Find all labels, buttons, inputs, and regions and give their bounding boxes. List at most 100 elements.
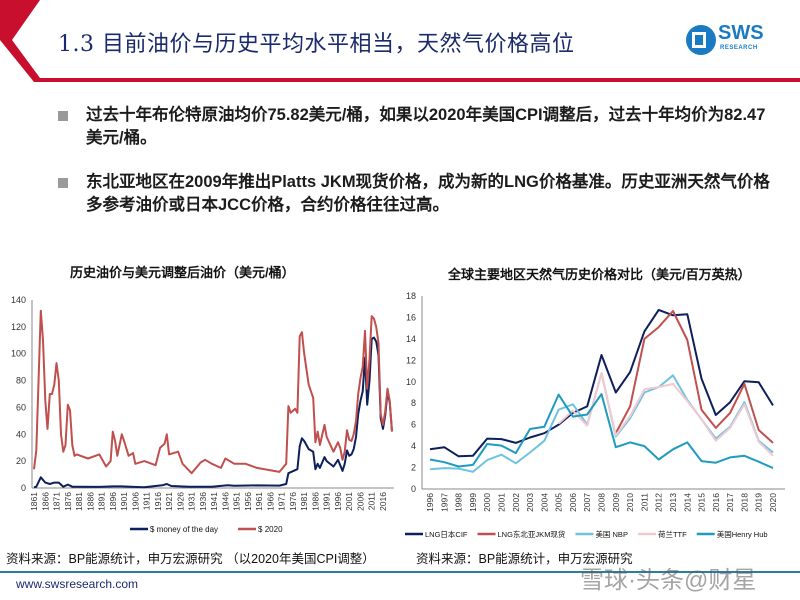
y-tick-label: 2 <box>411 463 416 473</box>
x-tick-label: 1951 <box>232 492 242 511</box>
legend-label: LNG东北亚JKM现货 <box>498 529 566 539</box>
x-tick-label: 1901 <box>119 492 129 511</box>
x-tick-label: 2003 <box>525 493 535 512</box>
x-tick-label: 1956 <box>243 492 253 511</box>
y-tick-label: 40 <box>16 429 26 439</box>
y-tick-label: 0 <box>411 484 416 494</box>
gas-price-chart: 0 2 4 6 8 10 12 14 16 18 1996 1997 1998 1999 2000 2001 2… <box>405 291 785 539</box>
series-line-4 <box>429 393 774 470</box>
x-tick-label: 1991 <box>322 492 332 511</box>
x-tick-label: 1966 <box>265 492 275 511</box>
oil-chart-title: 历史油价与美元调整后油价（美元/桶） <box>70 265 295 280</box>
x-tick-label: 2001 <box>496 493 506 512</box>
x-tick-label: 1871 <box>52 492 62 511</box>
x-tick-label: 1941 <box>209 492 219 511</box>
bullet-text: 东北亚地区在2009年推出Platts JKM现货价格，成为新的LNG价格基准。… <box>86 173 770 214</box>
legend-label: 荷兰TTF <box>658 529 687 539</box>
legend-label: LNG日本CIF <box>425 529 468 539</box>
footer-divider <box>0 571 800 573</box>
source-note-left: 资料来源：BP能源统计，申万宏源研究 （以2020年美国CPI调整） <box>6 552 375 566</box>
x-tick-label: 2013 <box>668 493 678 512</box>
logo-icon <box>686 25 716 55</box>
website-link[interactable]: www.swsresearch.com <box>16 577 139 591</box>
x-tick-label: 1971 <box>277 492 287 511</box>
y-tick-label: 16 <box>406 312 416 322</box>
x-tick-label: 1936 <box>198 492 208 511</box>
slide-header: 1.3 目前油价与历史平均水平相当，天然气价格高位 SWS RESEARCH <box>0 0 800 82</box>
legend-label: 美国 NBP <box>595 529 628 539</box>
x-tick-label: 2004 <box>539 493 549 512</box>
x-tick-label: 2014 <box>682 493 692 512</box>
sws-logo: SWS RESEARCH <box>686 22 776 58</box>
y-tick-label: 100 <box>11 349 26 359</box>
x-tick-label: 1896 <box>108 492 118 511</box>
x-tick-label: 2006 <box>568 493 578 512</box>
x-tick-label: 1961 <box>254 492 264 511</box>
x-tick-label: 1911 <box>142 492 152 511</box>
bullet-point: 东北亚地区在2009年推出Platts JKM现货价格，成为新的LNG价格基准。… <box>58 171 778 217</box>
x-tick-label: 2002 <box>511 493 521 512</box>
x-tick-label: 1916 <box>153 492 163 511</box>
x-tick-label: 1999 <box>468 493 478 512</box>
x-tick-label: 1866 <box>40 492 50 511</box>
legend-label: $ 2020 <box>258 525 283 534</box>
x-tick-label: 2001 <box>344 492 354 511</box>
y-tick-label: 18 <box>406 291 416 301</box>
logo-subtext: RESEARCH <box>720 45 758 51</box>
x-tick-label: 1891 <box>97 492 107 511</box>
bullet-square-icon <box>58 111 68 121</box>
x-tick-label: 1876 <box>63 492 73 511</box>
x-tick-label: 2018 <box>739 493 749 512</box>
y-tick-label: 6 <box>411 420 416 430</box>
bullet-square-icon <box>58 178 68 188</box>
x-tick-label: 1997 <box>439 493 449 512</box>
y-tick-label: 8 <box>411 398 416 408</box>
x-tick-label: 2008 <box>597 493 607 512</box>
x-tick-label: 2000 <box>482 493 492 512</box>
series-line-1 <box>614 310 774 444</box>
y-tick-label: 120 <box>11 322 26 332</box>
source-note-right: 资料来源：BP能源统计，申万宏源研究 <box>416 552 633 566</box>
y-tick-label: 80 <box>16 376 26 386</box>
header-chevron-decoration <box>0 0 800 82</box>
x-tick-label: 2012 <box>654 493 664 512</box>
x-tick-label: 1986 <box>310 492 320 511</box>
y-tick-label: 14 <box>406 334 416 344</box>
bullet-point: 过去十年布伦特原油均价75.82美元/桶，如果以2020年美国CPI调整后，过去… <box>58 104 778 150</box>
x-tick-label: 1861 <box>29 492 39 511</box>
slide-title: 1.3 目前油价与历史平均水平相当，天然气价格高位 <box>58 32 575 57</box>
y-tick-label: 0 <box>21 483 26 493</box>
x-tick-label: 1981 <box>299 492 309 511</box>
x-tick-label: 2016 <box>378 492 388 511</box>
series-line-3 <box>557 372 774 457</box>
x-tick-label: 1881 <box>74 492 84 511</box>
legend-label: $ money of the day <box>150 525 218 534</box>
x-tick-label: 2011 <box>639 493 649 512</box>
logo-text: SWS <box>718 22 764 44</box>
x-tick-label: 1926 <box>175 492 185 511</box>
gas-chart-title: 全球主要地区天然气历史价格对比（美元/百万英热） <box>448 267 751 282</box>
legend-label: 美国Henry Hub <box>717 529 768 539</box>
y-tick-label: 12 <box>406 355 416 365</box>
x-tick-label: 1998 <box>454 493 464 512</box>
x-tick-label: 1946 <box>220 492 230 511</box>
bullet-text: 过去十年布伦特原油均价75.82美元/桶，如果以2020年美国CPI调整后，过去… <box>86 106 766 147</box>
y-tick-label: 4 <box>411 441 416 451</box>
x-tick-label: 2015 <box>697 493 707 512</box>
x-tick-label: 2019 <box>754 493 764 512</box>
x-tick-label: 2016 <box>711 493 721 512</box>
y-tick-label: 60 <box>16 402 26 412</box>
x-tick-label: 1921 <box>164 492 174 511</box>
x-tick-label: 2009 <box>611 493 621 512</box>
x-tick-label: 2020 <box>768 493 778 512</box>
y-tick-label: 10 <box>406 377 416 387</box>
y-tick-label: 140 <box>11 295 26 305</box>
series-line-1 <box>33 309 393 475</box>
series-line-0 <box>33 336 393 489</box>
x-tick-label: 1906 <box>130 492 140 511</box>
x-tick-label: 2006 <box>355 492 365 511</box>
x-tick-label: 1886 <box>85 492 95 511</box>
watermark: 雪球·头条@财星 <box>580 567 757 594</box>
x-tick-label: 1931 <box>187 492 197 511</box>
